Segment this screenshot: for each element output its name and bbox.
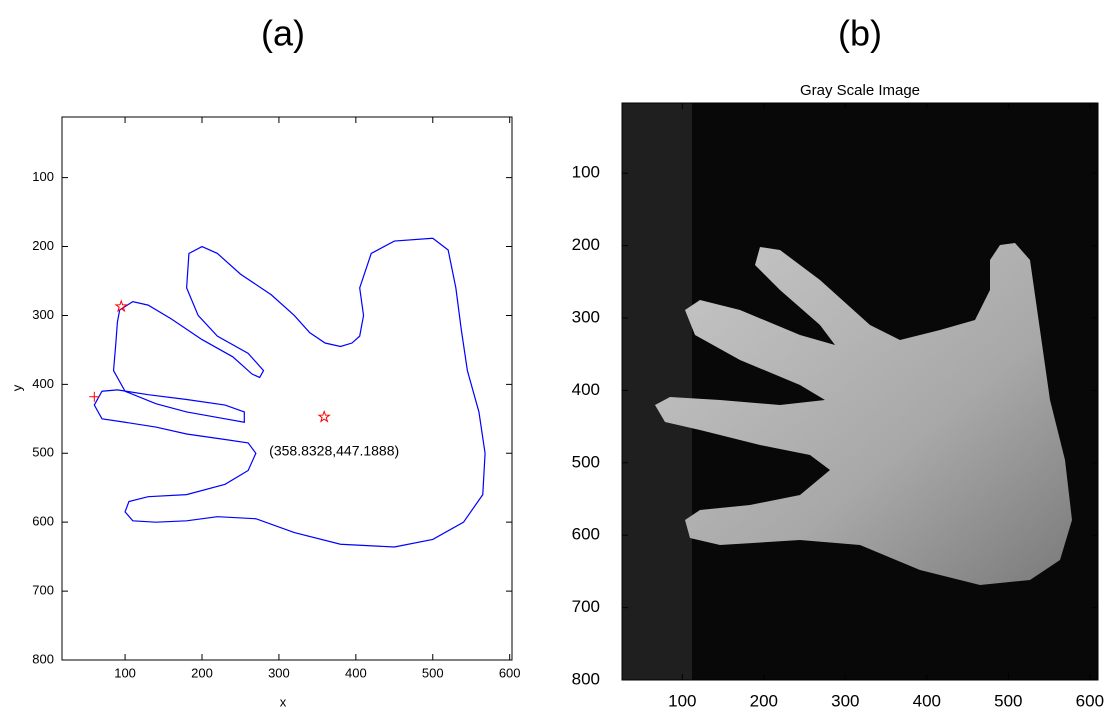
panel-label: (a) bbox=[261, 13, 305, 54]
x-tick-label: 400 bbox=[913, 691, 941, 710]
y-tick-label: 300 bbox=[572, 308, 600, 327]
y-tick-label: 500 bbox=[572, 452, 600, 471]
x-tick-label: 200 bbox=[191, 665, 213, 680]
y-tick-label: 200 bbox=[572, 235, 600, 254]
y-tick-label: 300 bbox=[32, 307, 54, 322]
y-tick-label: 500 bbox=[32, 445, 54, 460]
x-tick-label: 500 bbox=[994, 691, 1022, 710]
x-axis-label: x bbox=[280, 694, 287, 709]
y-tick-label: 400 bbox=[572, 380, 600, 399]
y-tick-label: 400 bbox=[32, 376, 54, 391]
y-tick-label: 800 bbox=[572, 669, 600, 688]
y-tick-label: 600 bbox=[572, 525, 600, 544]
panel-label: (b) bbox=[838, 13, 882, 54]
y-tick-label: 100 bbox=[572, 163, 600, 182]
x-tick-label: 100 bbox=[668, 691, 696, 710]
x-tick-label: 200 bbox=[750, 691, 778, 710]
x-tick-label: 300 bbox=[268, 665, 290, 680]
x-tick-label: 400 bbox=[345, 665, 367, 680]
figure: (a) (b) Gray Scale Image x y 100 200 300 40… bbox=[0, 0, 1115, 713]
image-shade bbox=[622, 103, 692, 680]
y-tick-label: 700 bbox=[32, 583, 54, 598]
x-tick-label: 600 bbox=[1076, 691, 1104, 710]
x-tick-label: 500 bbox=[422, 665, 444, 680]
gray-image bbox=[622, 103, 1098, 680]
y-tick-label: 700 bbox=[572, 597, 600, 616]
x-tick-label: 100 bbox=[114, 665, 136, 680]
point-label: (358.8328,447.1888) bbox=[269, 443, 399, 459]
y-tick-label: 800 bbox=[32, 651, 54, 666]
y-tick-label: 600 bbox=[32, 514, 54, 529]
y-tick-label: 100 bbox=[32, 169, 54, 184]
y-axis-label: y bbox=[9, 384, 24, 391]
chart-title: Gray Scale Image bbox=[800, 82, 920, 99]
x-tick-label: 600 bbox=[499, 665, 521, 680]
x-tick-label: 300 bbox=[831, 691, 859, 710]
y-tick-label: 200 bbox=[32, 238, 54, 253]
